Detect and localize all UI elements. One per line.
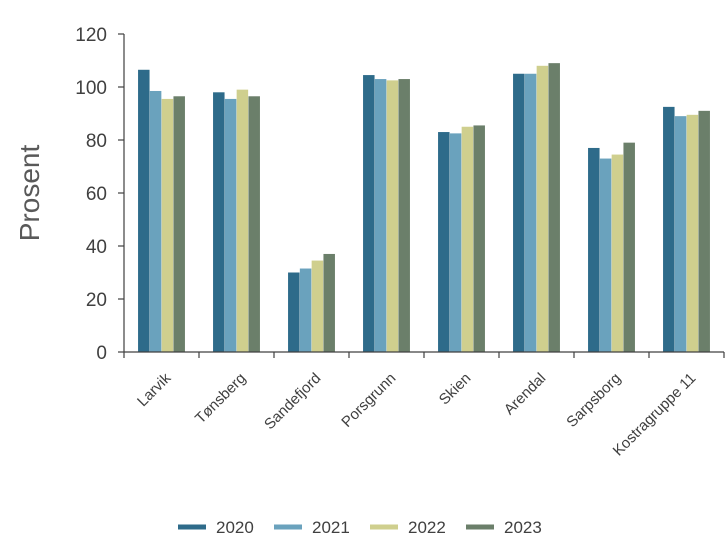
bars: [138, 63, 710, 353]
bar: [386, 80, 399, 352]
bar: [524, 73, 537, 352]
bar: [213, 92, 225, 353]
bar: [548, 63, 560, 353]
x-tick-label: Kostragruppe 11: [610, 370, 700, 460]
bar: [398, 79, 410, 353]
bar: [438, 132, 450, 352]
y-axis: 0 20 40 60 80 100 120: [75, 25, 125, 364]
bar: [161, 98, 174, 352]
legend-label: 2021: [312, 518, 350, 536]
bar: [674, 116, 687, 353]
legend-item: 2021: [274, 518, 350, 536]
legend-label: 2022: [408, 518, 446, 536]
bar: [248, 96, 260, 353]
bar: [311, 260, 324, 352]
bar: [536, 65, 549, 353]
y-tick-label: 60: [86, 184, 107, 205]
bar: [449, 133, 462, 352]
bar: [588, 147, 600, 352]
bar: [473, 125, 485, 352]
x-axis: Larvik Tønsberg Sandefjord Porsgrunn Skien Ar…: [123, 351, 725, 460]
y-tick-label: 20: [86, 290, 107, 311]
bar: [224, 98, 237, 352]
legend-label: 2020: [216, 518, 254, 536]
legend-label: 2023: [504, 518, 542, 536]
y-tick-label: 80: [86, 131, 107, 152]
bar: [173, 96, 185, 353]
bar: [323, 253, 335, 352]
bar: [236, 89, 249, 353]
y-tick-label: 120: [75, 25, 107, 46]
x-tick-label: Sandefjord: [261, 370, 324, 433]
bar: [138, 69, 150, 353]
legend-item: 2023: [466, 518, 542, 536]
x-tick-label: Sarpsborg: [563, 370, 624, 431]
legend: 2020 2021 2022 2023: [178, 518, 542, 536]
bar: [663, 106, 675, 352]
x-tick-label: Porsgrunn: [338, 370, 399, 431]
legend-item: 2022: [370, 518, 446, 536]
bar: [698, 110, 710, 352]
y-tick-label: 0: [96, 343, 107, 364]
bar: [363, 75, 375, 352]
y-tick-label: 100: [75, 78, 107, 99]
bar: [374, 79, 387, 353]
bar: [299, 268, 312, 352]
y-axis-title: Prosent: [14, 145, 45, 242]
bar: [461, 126, 474, 352]
bar: [599, 158, 612, 352]
bar: [623, 142, 635, 352]
legend-item: 2020: [178, 518, 254, 536]
y-tick-label: 40: [86, 237, 107, 258]
bar: [149, 90, 162, 352]
bar: [288, 272, 300, 352]
bar: [686, 114, 699, 352]
x-tick-label: Tønsberg: [192, 370, 249, 427]
x-tick-label: Skien: [436, 370, 475, 409]
bar: [611, 154, 624, 352]
x-tick-label: Larvik: [134, 369, 175, 410]
bar: [513, 73, 525, 352]
x-tick-label: Arendal: [501, 370, 550, 419]
